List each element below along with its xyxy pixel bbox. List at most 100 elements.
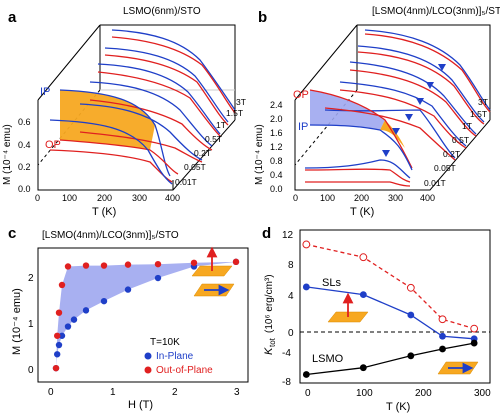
panel-c-point-in-plane [82, 307, 90, 314]
panel-d-ylabel-units: (10⁶ erg/cm³) [264, 274, 275, 333]
panel-a-xtick-0: 0 [35, 193, 40, 203]
panel-a-field-0p2t: 0.2T [194, 148, 211, 158]
panel-d-lsmo-label: LSMO [312, 353, 344, 365]
panel-c-point-out-of-plane [100, 262, 108, 269]
panel-b-field-0p05t: 0.05T [434, 163, 456, 173]
panel-b-marker-3t [438, 64, 446, 71]
panel-c-point-in-plane [124, 286, 132, 293]
panel-a-xtick-1: 100 [62, 193, 77, 203]
panel-d-point-sls [359, 291, 367, 298]
panel-b-crossing-fill [380, 120, 405, 148]
panel-b-field-labels: 3T 1.5T 1T 0.5T 0.2T 0.05T 0.01T [424, 97, 488, 188]
panel-c-xlabel: H (T) [128, 399, 153, 411]
panel-c-point-out-of-plane [54, 332, 61, 339]
panel-b-y-ticks: 0.0 0.4 0.8 1.2 1.6 2.0 2.4 [270, 100, 283, 194]
panel-d-ytick-2: 0 [288, 328, 294, 339]
panel-a-ip-op-fill [60, 90, 155, 150]
panel-d-point-dashed [406, 283, 415, 292]
panel-b-field-0p5t: 0.5T [452, 135, 469, 145]
panel-c: c [LSMO(4nm)/LCO(3nm)]₅/STO 0 1 2 M (10⁻… [8, 225, 249, 411]
panel-a-xtick-3: 300 [132, 193, 147, 203]
panel-a-ylabel: M (10⁻⁴ emu) [2, 124, 13, 185]
panel-d-ylabel-sub: tot [268, 337, 277, 347]
panel-a-field-labels: 3T 1.5T 1T 0.5T 0.2T 0.05T 0.01T [175, 97, 246, 187]
panel-d-point-sls [407, 311, 415, 319]
panel-c-xtick-0: 0 [48, 387, 54, 398]
panel-c-point-out-of-plane [232, 258, 240, 266]
panel-d-point-lsmo [407, 352, 415, 360]
panel-b-tc-markers [382, 64, 446, 157]
panel-c-point-out-of-plane [82, 262, 90, 269]
panel-c-point-in-plane [100, 297, 108, 305]
panel-d-y-ticks: -8 -4 0 4 8 12 [282, 230, 294, 388]
panel-d-point-sls [439, 332, 446, 340]
panel-b-3d-box [294, 24, 491, 191]
panel-d-op-inset [327, 292, 369, 323]
panel-d-point-lsmo [302, 371, 310, 378]
panel-a-y-ticks: 0.0 0.2 0.4 0.6 [18, 117, 31, 194]
panel-b-xtick-1: 100 [320, 193, 335, 203]
panel-d-xtick-3: 300 [474, 388, 491, 399]
panel-c-op-inset [191, 246, 233, 277]
panel-b-field-1t: 1T [462, 121, 472, 131]
panel-a-field-0p05t: 0.05T [184, 162, 206, 172]
panel-b: b [LSMO(4nm)/LCO(3nm)]₅/STO [254, 6, 500, 218]
panel-a-x-ticks: 0 100 200 300 400 [35, 193, 180, 203]
panel-d-label: d [262, 225, 271, 242]
panel-a-op-label: OP [45, 139, 61, 151]
panel-b-xtick-3: 300 [388, 193, 403, 203]
panel-d-point-lsmo [439, 345, 446, 353]
panel-a-title: LSMO(6nm)/STO [123, 6, 201, 17]
panel-d-line-sls [306, 286, 475, 340]
panel-c-x-ticks: 0 1 2 3 [48, 387, 240, 398]
panel-a-xtick-4: 400 [165, 193, 180, 203]
panel-d-point-dashed [302, 240, 311, 249]
panel-b-marker-0p05t [382, 150, 390, 157]
panel-b-field-1p5t: 1.5T [470, 109, 487, 119]
panel-d-ip-inset [437, 361, 479, 375]
panel-c-ytick-1: 1 [28, 319, 34, 330]
panel-d-xtick-1: 100 [356, 388, 373, 399]
panel-d-series [302, 240, 479, 378]
panel-b-field-0p01t: 0.01T [424, 178, 446, 188]
panel-d-ytick-5: 12 [282, 230, 294, 241]
panel-d-point-lsmo [470, 339, 478, 347]
panel-c-point-in-plane [55, 341, 63, 349]
panel-c-point-out-of-plane [64, 263, 72, 270]
panel-d-ylabel: K [263, 347, 275, 355]
panel-c-point-in-plane [58, 332, 66, 339]
panel-c-title: [LSMO(4nm)/LCO(3nm)]₅/STO [42, 230, 179, 241]
panel-a-label: a [8, 9, 17, 26]
panel-c-xtick-2: 2 [172, 387, 178, 398]
panel-c-point-out-of-plane [55, 309, 63, 316]
panel-c-point-out-of-plane [124, 261, 132, 268]
panel-c-y-ticks: 0 1 2 [28, 273, 34, 376]
panel-c-xtick-1: 1 [110, 387, 116, 398]
panel-c-point-in-plane [70, 316, 78, 323]
panel-b-ytick-6: 2.4 [270, 100, 283, 110]
panel-a-xtick-2: 200 [97, 193, 112, 203]
panel-b-curves [304, 29, 491, 187]
panel-d-xtick-0: 0 [305, 388, 311, 399]
panel-a-ytick-1: 0.2 [18, 162, 31, 172]
panel-a: a LSMO(6nm)/STO [2, 6, 246, 218]
panel-d-point-dashed [359, 253, 368, 262]
panel-b-field-0p2t: 0.2T [443, 149, 460, 159]
panel-a-ip-label: IP [40, 86, 50, 98]
panel-b-ytick-5: 2.0 [270, 114, 283, 124]
panel-c-ytick-0: 0 [28, 365, 34, 376]
panel-b-marker-1p5t [426, 82, 434, 89]
panel-a-field-1t: 1T [216, 120, 226, 130]
panel-d-ytick-0: -8 [282, 377, 291, 388]
panel-b-title: [LSMO(4nm)/LCO(3nm)]₅/STO [372, 6, 500, 17]
panel-d-point-dashed [438, 315, 447, 324]
panel-c-plot-frame [37, 247, 249, 383]
panel-b-x-ticks: 0 100 200 300 400 [293, 193, 435, 203]
panel-d-point-dashed [470, 324, 479, 333]
panel-d-x-ticks: 0 100 200 300 [305, 388, 491, 399]
panel-d-sls-label: SLs [322, 277, 341, 289]
panel-c-ytick-2: 2 [28, 273, 34, 284]
panel-a-field-1p5t: 1.5T [226, 108, 243, 118]
panel-c-point-in-plane [64, 323, 72, 330]
panel-c-ip-inset [193, 283, 235, 297]
